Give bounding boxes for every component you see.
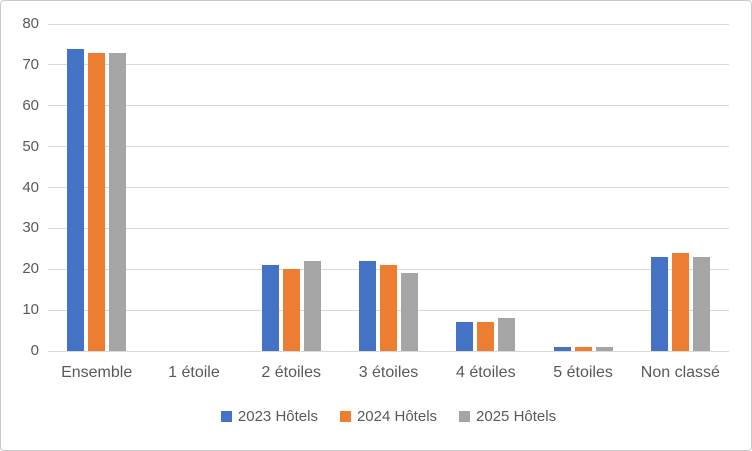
bar-series3-cat6 (595, 346, 613, 351)
bar-group (243, 24, 340, 351)
y-tick-label: 50 (22, 137, 39, 155)
legend-swatch (220, 410, 232, 422)
x-category-label: 3 étoiles (358, 364, 419, 381)
bar-series1-cat5 (456, 322, 474, 351)
legend-label: 2023 Hôtels (237, 407, 318, 425)
bar-series2-cat7 (671, 252, 689, 351)
y-tick-label: 10 (22, 301, 39, 319)
gridline (48, 227, 729, 229)
bar-group (632, 24, 729, 351)
y-tick-label: 20 (22, 260, 39, 278)
gridline (48, 105, 729, 107)
bar-series3-cat4 (400, 273, 418, 351)
bar-group (437, 24, 534, 351)
bar-series2-cat5 (477, 322, 495, 351)
x-category-label: 1 étoile (168, 364, 220, 381)
gridline (48, 146, 729, 148)
gridline (48, 64, 729, 66)
bar-group (340, 24, 437, 351)
bar-series3-cat1 (109, 52, 127, 351)
bar-series1-cat4 (358, 261, 376, 351)
gridline (48, 350, 729, 352)
bar-series2-cat6 (574, 346, 592, 351)
legend: 2023 Hôtels 2024 Hôtels 2025 Hôtels (48, 405, 729, 427)
legend-item: 2024 Hôtels (339, 407, 438, 425)
bar-series2-cat1 (88, 52, 106, 351)
x-category-label: 2 étoiles (261, 364, 321, 381)
gridline (48, 23, 729, 25)
bar-series3-cat3 (303, 261, 321, 351)
x-category-label: 5 étoiles (553, 364, 613, 381)
bar-series1-cat6 (553, 346, 571, 351)
y-tick-label: 30 (22, 219, 39, 237)
bar-series3-cat5 (498, 318, 516, 351)
legend-item: 2023 Hôtels (220, 407, 318, 425)
legend-swatch (339, 410, 351, 422)
x-category-label: 4 étoiles (455, 364, 516, 381)
x-category-label: Non classé (640, 364, 720, 381)
bar-group (145, 24, 242, 351)
legend-item: 2025 Hôtels (459, 408, 556, 425)
gridline (48, 187, 729, 188)
y-tick-label: 0 (30, 342, 39, 359)
bar-series1-cat7 (650, 257, 668, 351)
y-tick-label: 70 (22, 55, 39, 73)
bar-group (534, 24, 631, 351)
legend-label: 2025 Hôtels (476, 407, 557, 425)
bar-series1-cat3 (261, 265, 279, 351)
y-tick-label: 80 (22, 15, 39, 32)
bar-group (48, 24, 145, 351)
legend-swatch (459, 410, 471, 422)
x-category-label: Ensemble (61, 364, 133, 381)
bar-series1-cat1 (67, 48, 85, 351)
legend-label: 2024 Hôtels (356, 407, 438, 425)
y-tick-label: 60 (22, 96, 39, 114)
bar-series2-cat3 (282, 269, 300, 351)
bar-series3-cat7 (692, 257, 710, 351)
y-tick-label: 40 (22, 178, 39, 196)
bar-series2-cat4 (379, 265, 397, 351)
